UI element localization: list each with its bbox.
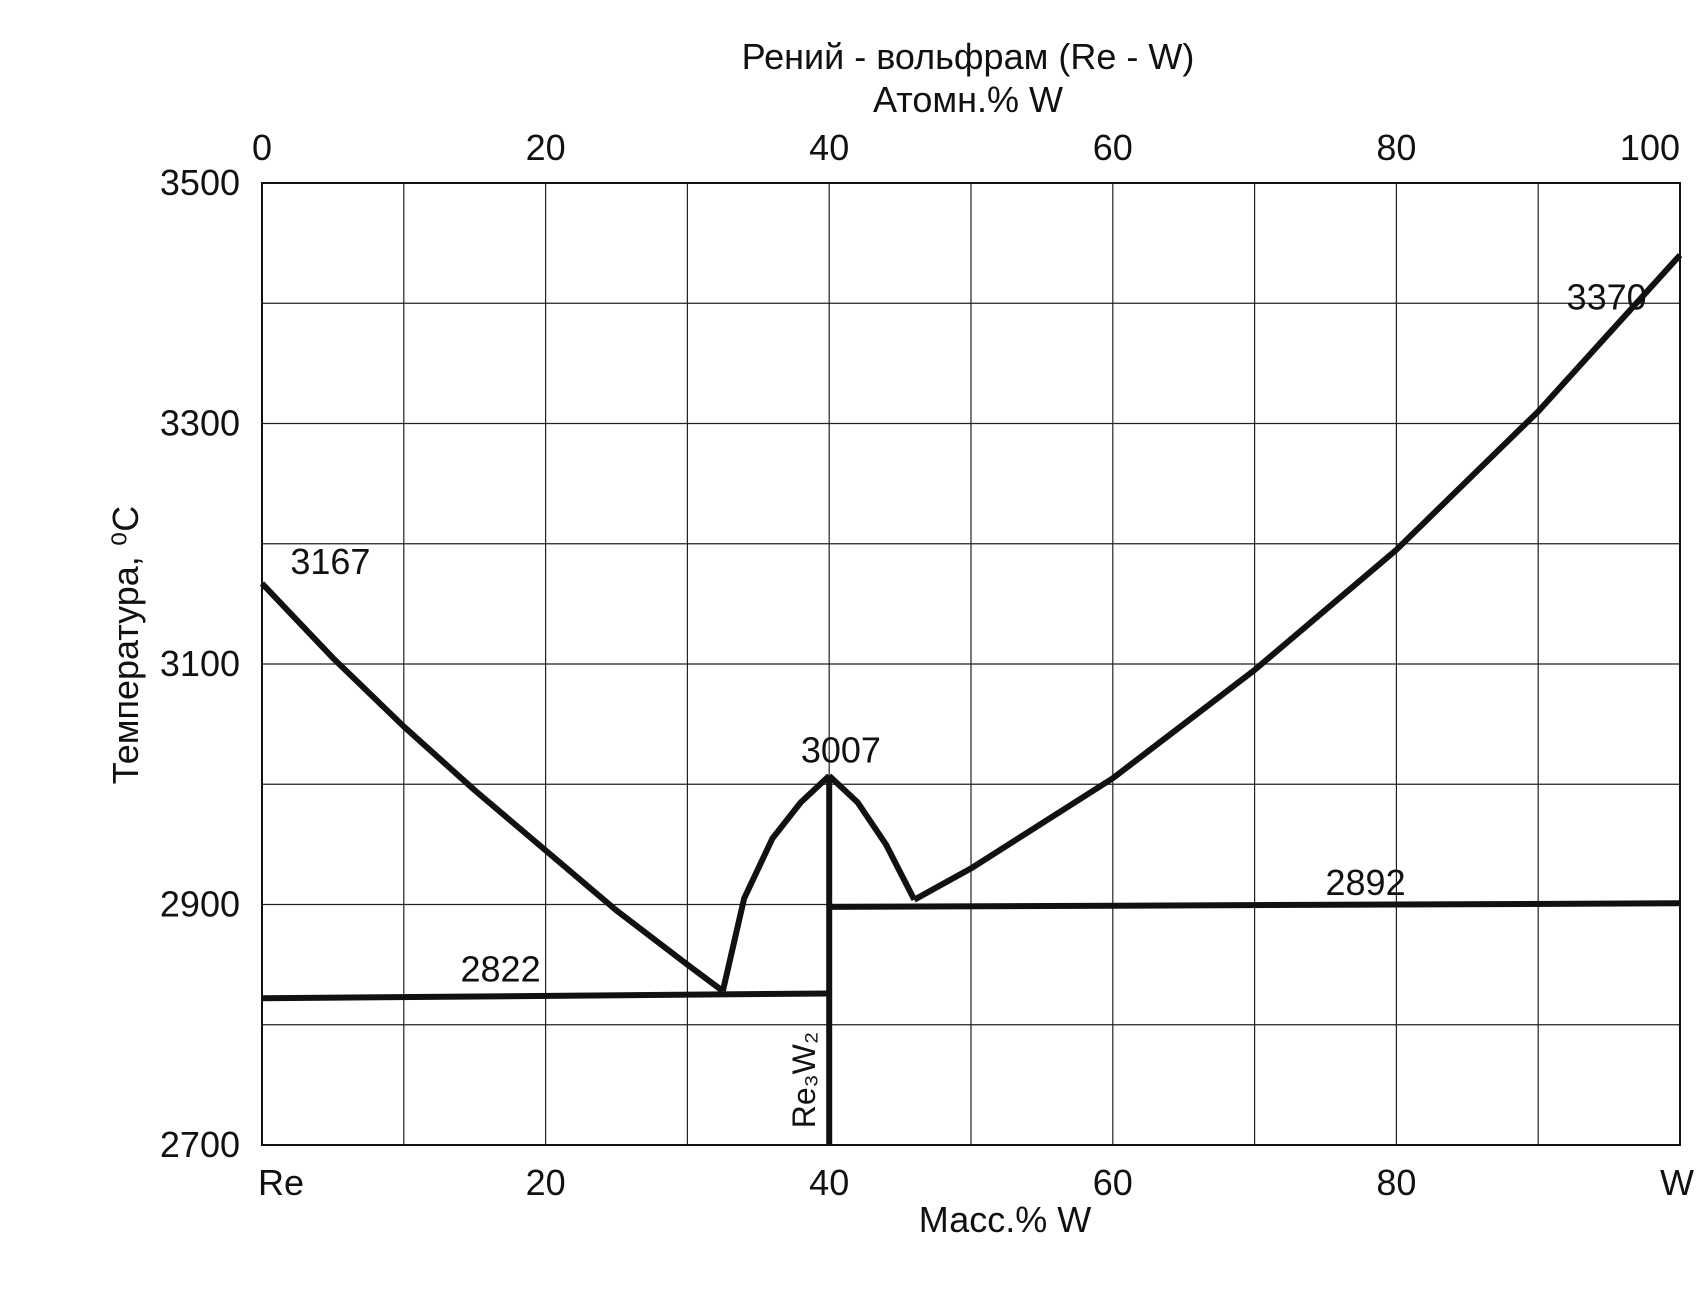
top-tick-label: 20 [526, 127, 566, 168]
series-re3w2-dome-left [719, 773, 832, 992]
data-label: 3370 [1567, 276, 1647, 317]
series-re3w2-dome-right [827, 773, 917, 902]
data-label: 3007 [801, 730, 881, 771]
x-tick-label: 60 [1093, 1162, 1133, 1203]
top-tick-label: 40 [809, 127, 849, 168]
y-tick-label: 2700 [160, 1124, 240, 1165]
series-liquidus-left [259, 581, 725, 994]
y-tick-label: 2900 [160, 884, 240, 925]
phase-label-re3w2: Re₃W₂ [786, 1032, 822, 1129]
series-eutectic-2822 [261, 990, 830, 1002]
y-tick-label: 3500 [160, 162, 240, 203]
series-group [259, 253, 1683, 1145]
top-tick-label: 60 [1093, 127, 1133, 168]
data-label: 2892 [1326, 862, 1406, 903]
data-label: 2822 [461, 948, 541, 989]
x-axis-label: Масс.% W [919, 1199, 1091, 1240]
x-tick-label: W [1660, 1162, 1694, 1203]
series-liquidus-right [912, 253, 1683, 903]
top-axis-label: Атомн.% W [873, 79, 1063, 120]
x-tick-label: 20 [526, 1162, 566, 1203]
x-tick-label: 40 [809, 1162, 849, 1203]
x-tick-label: Re [258, 1162, 304, 1203]
grid [262, 183, 1680, 1145]
top-tick-label: 80 [1376, 127, 1416, 168]
y-tick-label: 3100 [160, 643, 240, 684]
labels-group: 3500 3300 3100 2900 2700 0 20 40 60 80 100 Re 20 40 60… [160, 127, 1694, 1203]
top-tick-label: 100 [1620, 127, 1680, 168]
x-tick-label: 80 [1376, 1162, 1416, 1203]
y-tick-label: 3300 [160, 403, 240, 444]
series-eutectic-2892 [829, 900, 1681, 910]
chart-title: Рений - вольфрам (Re - W) [742, 36, 1195, 77]
top-tick-label: 0 [252, 127, 272, 168]
y-axis-label: Температура, ⁰С [105, 506, 146, 784]
plot-frame [261, 182, 1681, 1146]
data-label: 3167 [290, 541, 370, 582]
